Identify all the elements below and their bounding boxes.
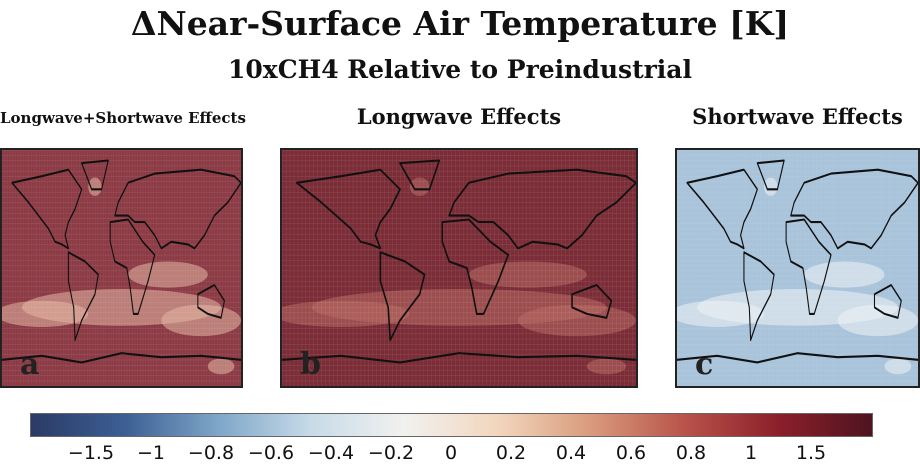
grid-overlay (677, 150, 918, 386)
colorbar-tick-label: −0.2 (367, 442, 415, 464)
map-panel-c: c (675, 148, 920, 388)
temperature-map-a (2, 150, 241, 386)
temperature-map-b (282, 150, 636, 386)
map-panel-a: a (0, 148, 243, 388)
colorbar-tick-label: 1 (744, 442, 758, 464)
panel-a-label: a (20, 347, 40, 382)
colorbar-tick-label: 1.5 (795, 442, 827, 464)
grid-overlay (2, 150, 241, 386)
figure-title: ΔNear-Surface Air Temperature [K] (130, 4, 790, 43)
colorbar-tick-label: −0.6 (247, 442, 295, 464)
panel-c-title: Shortwave Effects (692, 104, 903, 129)
grid-overlay (282, 150, 636, 386)
colorbar-tick-label: 0.8 (675, 442, 707, 464)
figure-subtitle: 10xCH4 Relative to Preindustrial (228, 55, 692, 84)
colorbar-tick-label: −1 (136, 442, 165, 464)
panel-a-title: Longwave+Shortwave Effects (0, 109, 246, 127)
colorbar-tick-label: −0.4 (307, 442, 355, 464)
panel-b-title: Longwave Effects (356, 104, 562, 129)
colorbar-tick-label: 0.4 (555, 442, 587, 464)
colorbar (30, 413, 873, 437)
temperature-map-c (677, 150, 918, 386)
colorbar-tick-label: 0 (444, 442, 458, 464)
map-panel-b: b (280, 148, 638, 388)
colorbar-tick-label: −0.8 (187, 442, 235, 464)
panel-b-label: b (300, 347, 321, 382)
colorbar-tick-label: −1.5 (67, 442, 115, 464)
colorbar-tick-label: 0.2 (495, 442, 527, 464)
colorbar-tick-label: 0.6 (615, 442, 647, 464)
panel-c-label: c (695, 347, 714, 382)
